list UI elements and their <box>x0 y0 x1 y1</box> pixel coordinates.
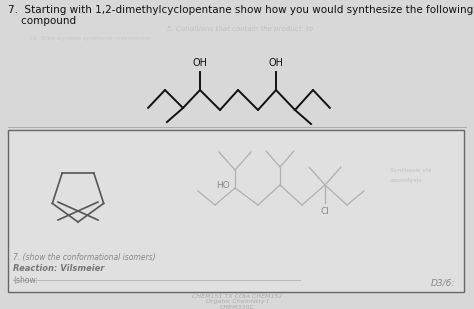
Text: OH: OH <box>192 58 208 68</box>
Text: 7.  Starting with 1,2-dimethylcyclopentane show how you would synthesize the fol: 7. Starting with 1,2-dimethylcyclopentan… <box>8 5 473 15</box>
Text: OH: OH <box>268 58 283 68</box>
Text: CHEM151 TX COIA CHEM152: CHEM151 TX COIA CHEM152 <box>192 294 282 299</box>
Text: compound: compound <box>8 16 76 26</box>
Text: 7. (show the conformational isomers): 7. (show the conformational isomers) <box>13 253 155 262</box>
FancyBboxPatch shape <box>8 130 464 292</box>
Text: Reaction: Vilsmeier: Reaction: Vilsmeier <box>13 264 104 273</box>
Text: 5. Conditions that contain the product: to: 5. Conditions that contain the product: … <box>167 26 313 32</box>
Text: Synthesis via: Synthesis via <box>390 168 432 173</box>
Text: CHEM330C: CHEM330C <box>219 305 255 309</box>
Text: D3/6:: D3/6: <box>430 278 455 287</box>
Text: ozonolysis: ozonolysis <box>390 178 423 183</box>
Text: 11. Step-by-step synthesis mechanism: 11. Step-by-step synthesis mechanism <box>29 36 151 41</box>
Text: HO: HO <box>216 181 230 191</box>
Text: (show:: (show: <box>13 276 38 285</box>
Text: Cl: Cl <box>320 207 329 216</box>
Text: Organic Chemistry I: Organic Chemistry I <box>206 299 268 304</box>
